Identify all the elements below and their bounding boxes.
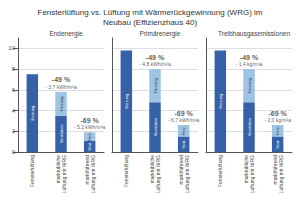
svg-text:marktführend: marktführend (177, 155, 184, 185)
svg-text:-69 %: -69 % (175, 110, 194, 117)
svg-text:Heizung: Heizung (218, 94, 223, 109)
svg-text:Treibhausgasemissionen: Treibhausgasemissionen (218, 30, 290, 38)
svg-text:marktführend: marktführend (83, 155, 90, 185)
svg-text:Vent.: Vent. (87, 142, 92, 151)
svg-text:Lüftung mit WRG: Lüftung mit WRG (61, 155, 67, 193)
svg-text:marktübliche: marktübliche (55, 155, 61, 184)
svg-text:10: 10 (8, 45, 15, 51)
svg-text:4: 4 (12, 108, 16, 114)
svg-text:0: 0 (12, 149, 16, 155)
svg-text:-69 %: -69 % (81, 117, 100, 124)
svg-text:Heizung: Heizung (30, 106, 35, 121)
svg-text:2: 2 (12, 128, 16, 134)
svg-text:Lüftung mit WRG: Lüftung mit WRG (155, 155, 161, 193)
svg-text:Fensterlüftung vs. Lüftung mit: Fensterlüftung vs. Lüftung mit Wärmerück… (38, 8, 263, 17)
svg-text:Vent.: Vent. (181, 140, 186, 149)
svg-text:-49 %: -49 % (146, 54, 165, 61)
svg-text:Heizung: Heizung (153, 78, 158, 93)
svg-text:Heiz.: Heiz. (87, 132, 92, 141)
svg-text:Neubau (Effizienzhaus 40): Neubau (Effizienzhaus 40) (103, 18, 197, 27)
svg-text:Heizung: Heizung (247, 78, 252, 93)
svg-text:marktübliche: marktübliche (243, 155, 249, 184)
svg-text:-69 %: -69 % (269, 110, 288, 117)
svg-text:Fensterlüftung: Fensterlüftung (29, 155, 35, 187)
svg-text:Vent.: Vent. (275, 140, 280, 149)
svg-text:Heizung: Heizung (59, 96, 64, 111)
svg-text:- 4,8 kWh/m²a: - 4,8 kWh/m²a (139, 61, 171, 67)
svg-text:Endenergie: Endenergie (49, 30, 83, 38)
svg-text:Lüftung mit WRG: Lüftung mit WRG (184, 155, 190, 193)
svg-text:- 2,0 kg/m²a: - 2,0 kg/m²a (264, 117, 291, 123)
svg-text:Fensterlüftung: Fensterlüftung (217, 155, 223, 187)
svg-text:Heiz.: Heiz. (181, 126, 186, 135)
svg-text:Ventilation: Ventilation (247, 118, 252, 136)
svg-text:-49 %: -49 % (52, 76, 71, 83)
svg-text:Primärenergie: Primärenergie (140, 30, 181, 38)
svg-text:Fensterlüftung: Fensterlüftung (123, 155, 129, 187)
svg-text:Lüftung mit WRG: Lüftung mit WRG (278, 155, 284, 193)
svg-text:Lüftung mit WRG: Lüftung mit WRG (90, 155, 96, 193)
svg-text:Ventilation: Ventilation (59, 125, 64, 143)
svg-text:- 6,7 kWh/m²a: - 6,7 kWh/m²a (168, 117, 200, 123)
svg-text:Heizung: Heizung (124, 94, 129, 109)
svg-text:marktübliche: marktübliche (149, 155, 155, 184)
svg-text:-49 %: -49 % (240, 54, 259, 61)
svg-text:- 5,2 kWh/m²a: - 5,2 kWh/m²a (74, 124, 106, 130)
svg-text:Lüftung mit WRG: Lüftung mit WRG (249, 155, 255, 193)
svg-text:Ventilation: Ventilation (153, 118, 158, 136)
svg-text:marktführend: marktführend (271, 155, 278, 185)
svg-text:- 3,7 kWh/m²a: - 3,7 kWh/m²a (45, 84, 77, 90)
svg-text:Heiz.: Heiz. (275, 126, 280, 135)
svg-text:8: 8 (12, 66, 16, 72)
svg-text:6: 6 (12, 87, 16, 93)
svg-text:- 1,4 kg/m²a: - 1,4 kg/m²a (236, 61, 263, 67)
